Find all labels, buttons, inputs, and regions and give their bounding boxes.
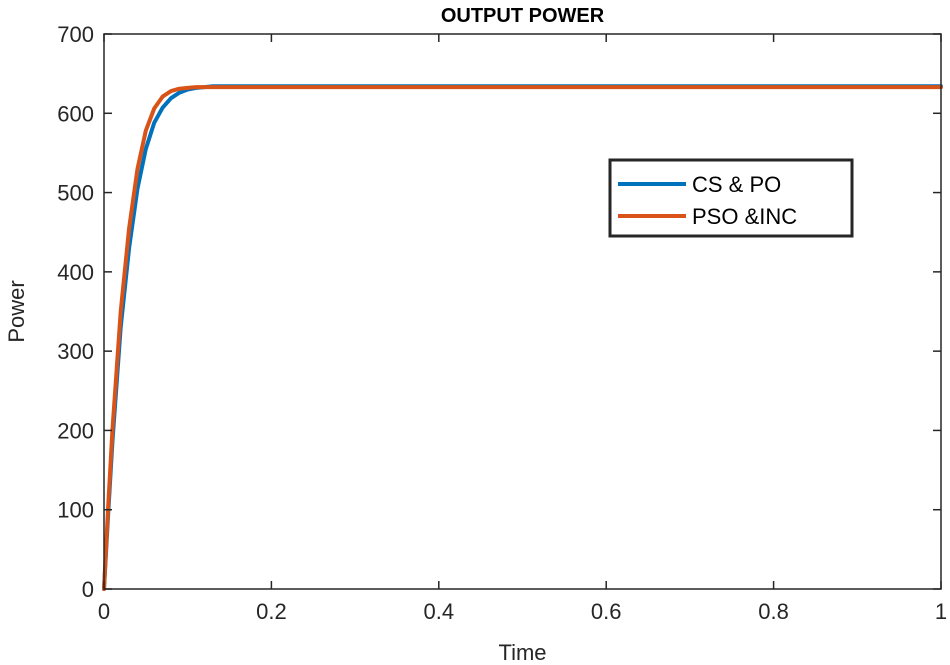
legend-box <box>608 158 854 238</box>
x-tick-label: 1 <box>935 599 947 624</box>
legend-label-cs-po: CS & PO <box>692 172 781 197</box>
y-tick-label: 300 <box>57 339 94 364</box>
y-tick-label: 100 <box>57 498 94 523</box>
y-tick-label: 700 <box>57 22 94 47</box>
x-tick-label: 0.2 <box>256 599 287 624</box>
legend-label-pso-inc: PSO &INC <box>692 204 797 229</box>
x-tick-label: 0.6 <box>591 599 622 624</box>
chart-title: OUTPUT POWER <box>441 5 605 27</box>
x-axis-label: Time <box>498 640 546 665</box>
y-tick-label: 600 <box>57 101 94 126</box>
legend: CS & PO PSO &INC <box>608 158 854 238</box>
series-line-pso-inc <box>102 85 943 591</box>
x-tick-label: 0 <box>98 599 110 624</box>
y-tick-label: 500 <box>57 181 94 206</box>
x-tick-label: 0.4 <box>424 599 455 624</box>
x-tick-label: 0.8 <box>758 599 789 624</box>
y-tick-label: 0 <box>82 577 94 602</box>
plot-area <box>104 34 941 589</box>
y-axis-label: Power <box>4 280 29 342</box>
axes-box <box>103 33 942 590</box>
y-tick-label: 200 <box>57 418 94 443</box>
y-tick-label: 400 <box>57 260 94 285</box>
